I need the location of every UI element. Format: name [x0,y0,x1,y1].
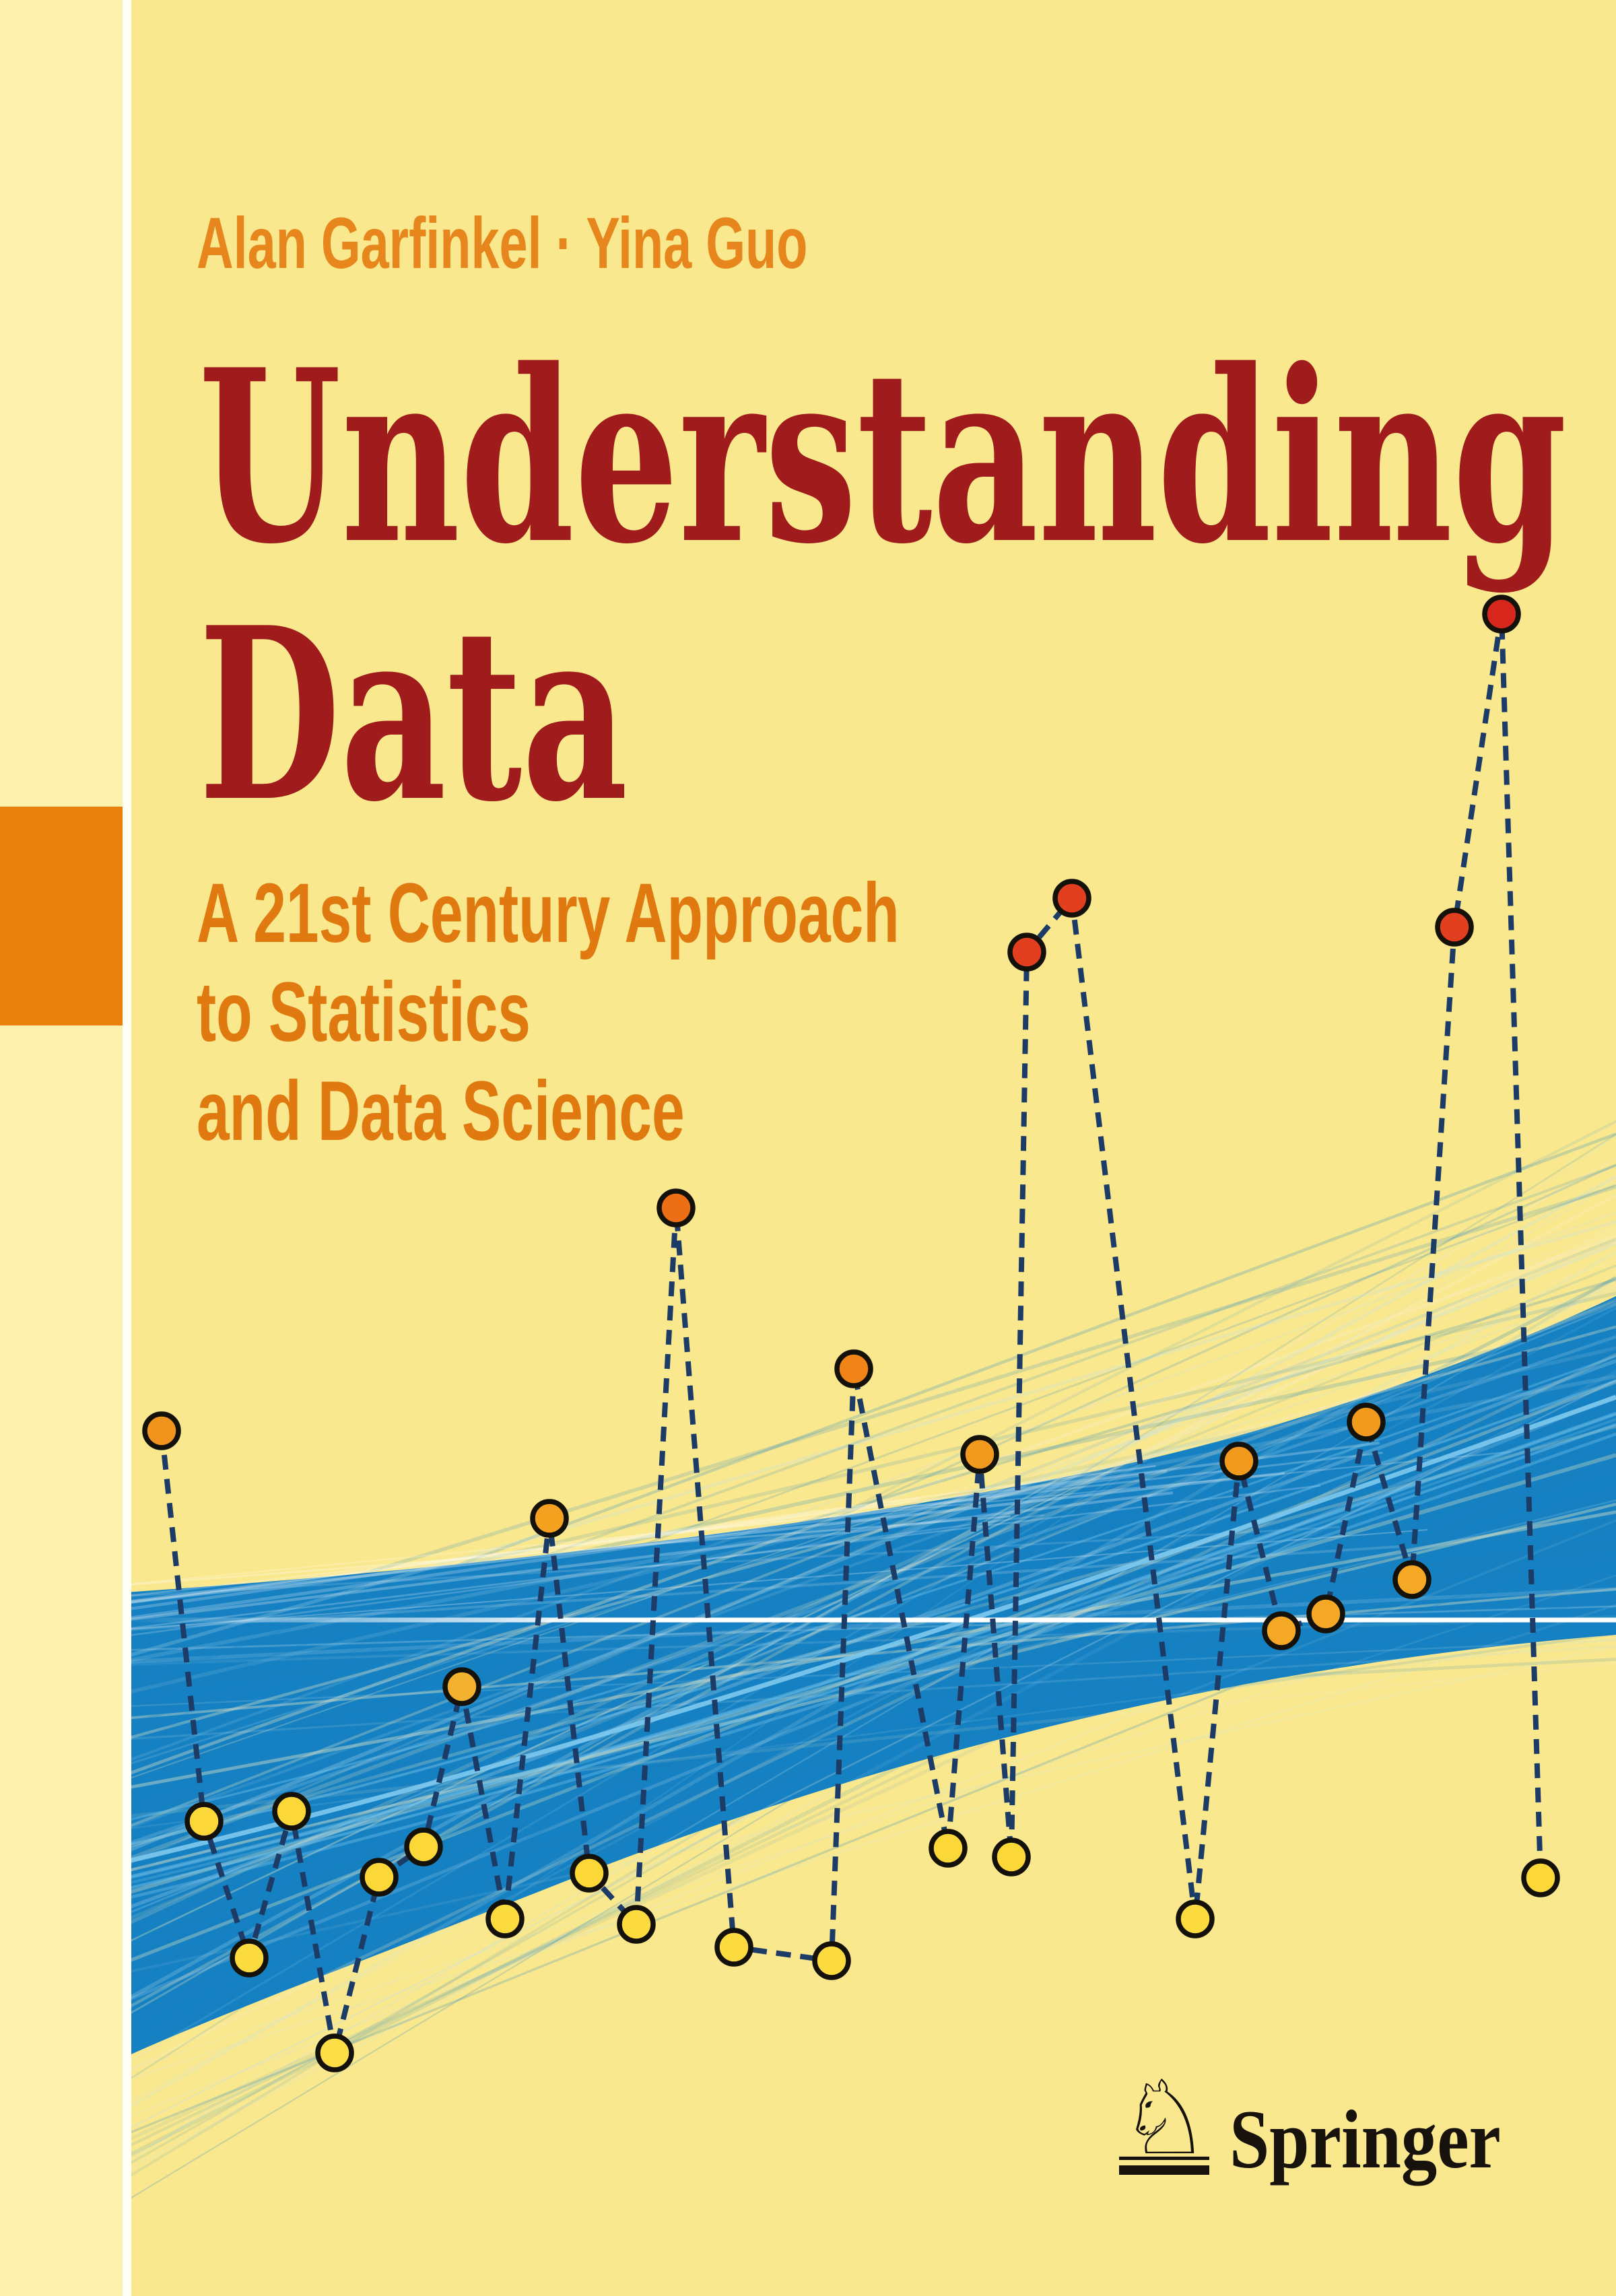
data-point [1482,595,1521,634]
data-point [404,1827,443,1866]
data-point [1176,1899,1215,1938]
data-point [1219,1442,1258,1481]
data-point [1435,908,1474,947]
book-title-line2: Data [199,576,628,854]
data-point [834,1349,873,1388]
data-point [1521,1858,1560,1897]
book-title: Understanding Data [199,329,1616,844]
book-subtitle-line1: A 21st Century Approach [197,867,900,960]
data-point [360,1858,399,1897]
data-point [1347,1403,1386,1442]
springer-logo-bar-thin [1119,2157,1209,2160]
data-point [617,1905,656,1944]
data-point [272,1792,311,1831]
spine-divider-line [123,0,131,2296]
book-title-line1: Understanding [199,318,1568,597]
accent-block [0,807,123,1025]
data-point [142,1411,181,1450]
data-point [230,1938,269,1978]
author-names: Alan Garfinkel · Yina Guo [197,202,808,283]
data-point [184,1802,224,1841]
data-point [1306,1594,1345,1633]
dashed-zigzag-line [159,613,1543,2054]
publisher-wordmark: Springer [1230,2093,1501,2186]
book-subtitle-line2: to Statistics [197,966,531,1059]
book-subtitle: A 21st Century Approach to Statistics an… [197,864,1201,1161]
data-point [485,1899,525,1938]
data-point [530,1499,569,1538]
data-point [315,2033,354,2072]
data-point [1392,1560,1432,1599]
book-subtitle-line3: and Data Science [197,1065,685,1158]
data-point [442,1667,481,1706]
trend-line [125,1394,1616,1864]
chess-knight-icon: ♘ [1119,2058,1211,2177]
data-point [992,1837,1031,1877]
data-point [656,1188,696,1227]
data-point [812,1941,851,1980]
data-point [1052,879,1091,918]
data-point [1007,933,1046,972]
springer-knight-icon: ♘ [1119,2058,1211,2177]
data-point [929,1829,968,1868]
data-point [570,1854,609,1893]
springer-logo-bar-thick [1119,2165,1209,2175]
data-point [1262,1611,1301,1650]
data-point [960,1435,999,1474]
spine-strip [0,0,123,2296]
data-point [714,1928,753,1967]
